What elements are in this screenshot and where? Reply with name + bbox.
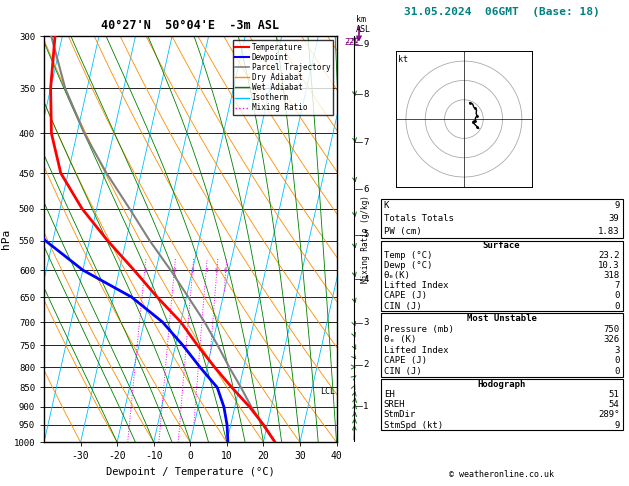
Text: Lifted Index: Lifted Index <box>384 346 448 355</box>
Text: © weatheronline.co.uk: © weatheronline.co.uk <box>449 469 554 479</box>
Text: km
ASL: km ASL <box>355 15 370 34</box>
Text: PW (cm): PW (cm) <box>384 227 421 236</box>
Text: Dewp (°C): Dewp (°C) <box>384 261 432 270</box>
Text: 40°27'N  50°04'E  -3m ASL: 40°27'N 50°04'E -3m ASL <box>101 18 279 32</box>
Text: 1: 1 <box>364 402 369 411</box>
Text: K: K <box>384 201 389 210</box>
Text: Pressure (mb): Pressure (mb) <box>384 325 454 334</box>
Text: 7: 7 <box>614 281 620 290</box>
X-axis label: Dewpoint / Temperature (°C): Dewpoint / Temperature (°C) <box>106 467 275 477</box>
Text: 9: 9 <box>614 420 620 430</box>
Text: 4: 4 <box>204 268 208 273</box>
Text: CIN (J): CIN (J) <box>384 301 421 311</box>
Text: 6: 6 <box>364 185 369 193</box>
Text: CAPE (J): CAPE (J) <box>384 356 426 365</box>
Y-axis label: hPa: hPa <box>1 229 11 249</box>
Text: 0: 0 <box>614 301 620 311</box>
Text: 3: 3 <box>191 268 194 273</box>
Text: ƵƵƵ: ƵƵƵ <box>345 38 360 47</box>
Text: 51: 51 <box>609 390 620 399</box>
Text: 326: 326 <box>603 335 620 344</box>
Text: 2: 2 <box>364 361 369 369</box>
Text: 1: 1 <box>143 268 147 273</box>
Text: 289°: 289° <box>598 410 620 419</box>
Text: 39: 39 <box>609 214 620 223</box>
Text: 9: 9 <box>364 40 369 49</box>
Text: 8: 8 <box>364 89 369 99</box>
Text: 9: 9 <box>614 201 620 210</box>
Text: 318: 318 <box>603 271 620 280</box>
Text: StmSpd (kt): StmSpd (kt) <box>384 420 443 430</box>
Text: 54: 54 <box>609 400 620 409</box>
Text: θₑ (K): θₑ (K) <box>384 335 416 344</box>
Text: 23.2: 23.2 <box>598 251 620 260</box>
Text: 5: 5 <box>364 230 369 239</box>
Text: Most Unstable: Most Unstable <box>467 314 537 323</box>
Legend: Temperature, Dewpoint, Parcel Trajectory, Dry Adiabat, Wet Adiabat, Isotherm, Mi: Temperature, Dewpoint, Parcel Trajectory… <box>233 40 333 115</box>
Text: 0: 0 <box>614 367 620 376</box>
Text: Temp (°C): Temp (°C) <box>384 251 432 260</box>
Text: kt: kt <box>398 55 408 64</box>
Text: 0: 0 <box>614 292 620 300</box>
Text: Mixing Ratio (g/kg): Mixing Ratio (g/kg) <box>361 195 370 283</box>
Text: 750: 750 <box>603 325 620 334</box>
Text: 4: 4 <box>364 275 369 284</box>
Text: Hodograph: Hodograph <box>477 380 526 389</box>
Text: LCL: LCL <box>320 387 335 396</box>
Text: SREH: SREH <box>384 400 405 409</box>
Text: 31.05.2024  06GMT  (Base: 18): 31.05.2024 06GMT (Base: 18) <box>404 7 599 17</box>
Text: 3: 3 <box>614 346 620 355</box>
Text: Surface: Surface <box>483 241 520 250</box>
Text: θₑ(K): θₑ(K) <box>384 271 411 280</box>
Text: 0: 0 <box>614 356 620 365</box>
Text: 2: 2 <box>172 268 176 273</box>
Text: CIN (J): CIN (J) <box>384 367 421 376</box>
Text: Totals Totals: Totals Totals <box>384 214 454 223</box>
Text: CAPE (J): CAPE (J) <box>384 292 426 300</box>
Text: 5: 5 <box>215 268 219 273</box>
Text: 1.83: 1.83 <box>598 227 620 236</box>
Text: 3: 3 <box>364 318 369 327</box>
Text: StmDir: StmDir <box>384 410 416 419</box>
Text: EH: EH <box>384 390 394 399</box>
Text: 7: 7 <box>364 138 369 147</box>
Text: 10.3: 10.3 <box>598 261 620 270</box>
Text: Lifted Index: Lifted Index <box>384 281 448 290</box>
Text: 6: 6 <box>224 268 228 273</box>
